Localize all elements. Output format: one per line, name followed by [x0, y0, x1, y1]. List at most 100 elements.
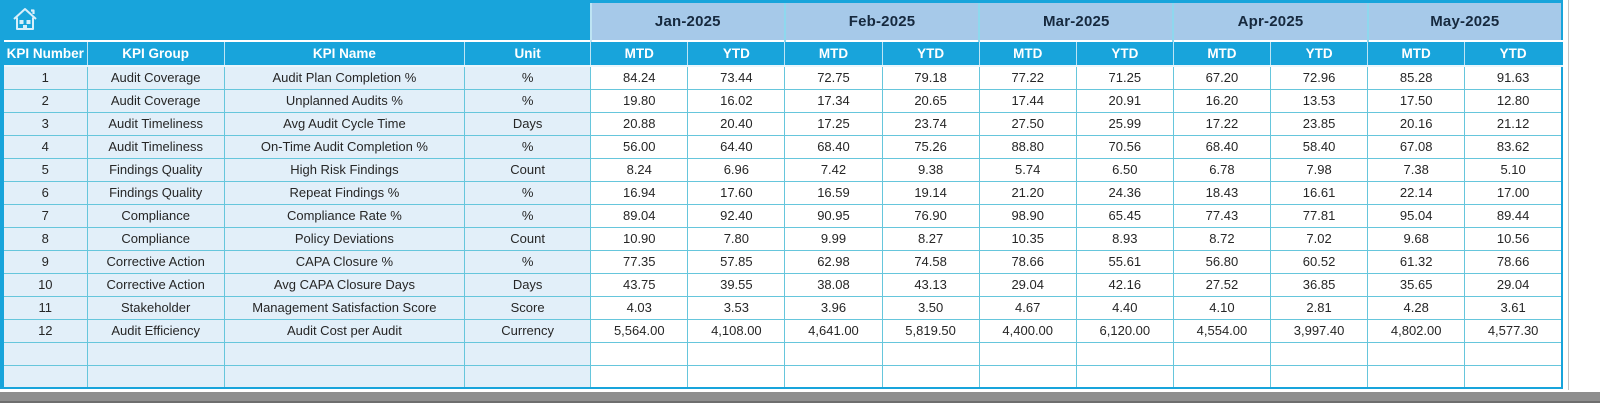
- value-cell[interactable]: 77.81: [1269, 203, 1369, 228]
- value-cell[interactable]: 23.85: [1269, 111, 1369, 136]
- value-cell[interactable]: 5,819.50: [881, 318, 980, 343]
- kpi-group-cell[interactable]: [86, 341, 225, 366]
- ytd-header[interactable]: YTD: [1464, 40, 1563, 67]
- ytd-header[interactable]: YTD: [881, 40, 980, 67]
- unit-cell[interactable]: %: [464, 88, 592, 113]
- value-cell[interactable]: 9.38: [881, 157, 980, 182]
- ytd-header[interactable]: YTD: [1075, 40, 1174, 67]
- value-cell[interactable]: 4,400.00: [978, 318, 1077, 343]
- value-cell[interactable]: [1075, 341, 1174, 366]
- unit-cell[interactable]: Score: [464, 295, 592, 320]
- value-cell[interactable]: 5.74: [978, 157, 1077, 182]
- mtd-header[interactable]: MTD: [1367, 40, 1466, 67]
- col-header-kpi-group[interactable]: KPI Group: [86, 40, 225, 67]
- value-cell[interactable]: 88.80: [978, 134, 1077, 159]
- unit-cell[interactable]: %: [464, 203, 592, 228]
- value-cell[interactable]: [1269, 364, 1369, 389]
- value-cell[interactable]: [687, 341, 786, 366]
- value-cell[interactable]: 17.60: [687, 180, 786, 205]
- value-cell[interactable]: 2.81: [1269, 295, 1369, 320]
- value-cell[interactable]: 7.42: [784, 157, 883, 182]
- value-cell[interactable]: 9.68: [1367, 226, 1466, 251]
- value-cell[interactable]: 77.43: [1172, 203, 1272, 228]
- value-cell[interactable]: 7.02: [1269, 226, 1369, 251]
- mtd-header[interactable]: MTD: [784, 40, 883, 67]
- unit-cell[interactable]: %: [464, 65, 592, 90]
- value-cell[interactable]: 4.40: [1075, 295, 1174, 320]
- kpi-number-cell[interactable]: 11: [1, 295, 88, 320]
- value-cell[interactable]: 16.02: [687, 88, 786, 113]
- value-cell[interactable]: 58.40: [1269, 134, 1369, 159]
- kpi-group-cell[interactable]: Corrective Action: [86, 272, 225, 297]
- month-header[interactable]: Apr-2025: [1172, 1, 1368, 41]
- value-cell[interactable]: 62.98: [784, 249, 883, 274]
- value-cell[interactable]: 10.35: [978, 226, 1077, 251]
- kpi-name-cell[interactable]: Compliance Rate %: [223, 203, 466, 228]
- value-cell[interactable]: [687, 364, 786, 389]
- value-cell[interactable]: 78.66: [1464, 249, 1563, 274]
- value-cell[interactable]: 68.40: [784, 134, 883, 159]
- kpi-group-cell[interactable]: Audit Efficiency: [86, 318, 225, 343]
- value-cell[interactable]: 8.24: [590, 157, 689, 182]
- value-cell[interactable]: 4,641.00: [784, 318, 883, 343]
- value-cell[interactable]: [590, 341, 689, 366]
- value-cell[interactable]: 89.04: [590, 203, 689, 228]
- kpi-number-cell[interactable]: 2: [1, 88, 88, 113]
- value-cell[interactable]: [1269, 341, 1369, 366]
- value-cell[interactable]: [784, 341, 883, 366]
- kpi-number-cell[interactable]: 5: [1, 157, 88, 182]
- value-cell[interactable]: 4,802.00: [1367, 318, 1466, 343]
- value-cell[interactable]: 60.52: [1269, 249, 1369, 274]
- value-cell[interactable]: 17.34: [784, 88, 883, 113]
- value-cell[interactable]: 72.75: [784, 65, 883, 90]
- value-cell[interactable]: 3.53: [687, 295, 786, 320]
- value-cell[interactable]: 65.45: [1075, 203, 1174, 228]
- value-cell[interactable]: 3.50: [881, 295, 980, 320]
- value-cell[interactable]: 42.16: [1075, 272, 1174, 297]
- value-cell[interactable]: 61.32: [1367, 249, 1466, 274]
- value-cell[interactable]: [1367, 341, 1466, 366]
- value-cell[interactable]: 43.13: [881, 272, 980, 297]
- unit-cell[interactable]: %: [464, 180, 592, 205]
- value-cell[interactable]: [1367, 364, 1466, 389]
- month-header[interactable]: Mar-2025: [978, 1, 1174, 41]
- value-cell[interactable]: 70.56: [1075, 134, 1174, 159]
- value-cell[interactable]: 19.80: [590, 88, 689, 113]
- mtd-header[interactable]: MTD: [590, 40, 689, 67]
- value-cell[interactable]: 16.59: [784, 180, 883, 205]
- value-cell[interactable]: 7.38: [1367, 157, 1466, 182]
- value-cell[interactable]: [1075, 364, 1174, 389]
- unit-cell[interactable]: %: [464, 134, 592, 159]
- unit-cell[interactable]: Count: [464, 226, 592, 251]
- value-cell[interactable]: 20.88: [590, 111, 689, 136]
- kpi-number-cell[interactable]: 7: [1, 203, 88, 228]
- value-cell[interactable]: 4.10: [1172, 295, 1272, 320]
- kpi-name-cell[interactable]: On-Time Audit Completion %: [223, 134, 466, 159]
- value-cell[interactable]: 3.61: [1464, 295, 1563, 320]
- value-cell[interactable]: 57.85: [687, 249, 786, 274]
- kpi-name-cell[interactable]: Audit Cost per Audit: [223, 318, 466, 343]
- value-cell[interactable]: 68.40: [1172, 134, 1272, 159]
- value-cell[interactable]: 10.90: [590, 226, 689, 251]
- value-cell[interactable]: 29.04: [1464, 272, 1563, 297]
- value-cell[interactable]: [1464, 341, 1563, 366]
- kpi-group-cell[interactable]: Compliance: [86, 226, 225, 251]
- value-cell[interactable]: 92.40: [687, 203, 786, 228]
- value-cell[interactable]: 6.50: [1075, 157, 1174, 182]
- value-cell[interactable]: 29.04: [978, 272, 1077, 297]
- unit-cell[interactable]: [464, 364, 592, 389]
- value-cell[interactable]: 17.25: [784, 111, 883, 136]
- value-cell[interactable]: 12.80: [1464, 88, 1563, 113]
- value-cell[interactable]: 6.78: [1172, 157, 1272, 182]
- value-cell[interactable]: 8.27: [881, 226, 980, 251]
- value-cell[interactable]: 91.63: [1464, 65, 1563, 90]
- value-cell[interactable]: [881, 364, 980, 389]
- value-cell[interactable]: 36.85: [1269, 272, 1369, 297]
- value-cell[interactable]: 64.40: [687, 134, 786, 159]
- kpi-name-cell[interactable]: Avg CAPA Closure Days: [223, 272, 466, 297]
- mtd-header[interactable]: MTD: [1172, 40, 1272, 67]
- value-cell[interactable]: 7.80: [687, 226, 786, 251]
- value-cell[interactable]: 4,108.00: [687, 318, 786, 343]
- kpi-group-cell[interactable]: Audit Timeliness: [86, 134, 225, 159]
- col-header-kpi-number[interactable]: KPI Number: [1, 40, 88, 67]
